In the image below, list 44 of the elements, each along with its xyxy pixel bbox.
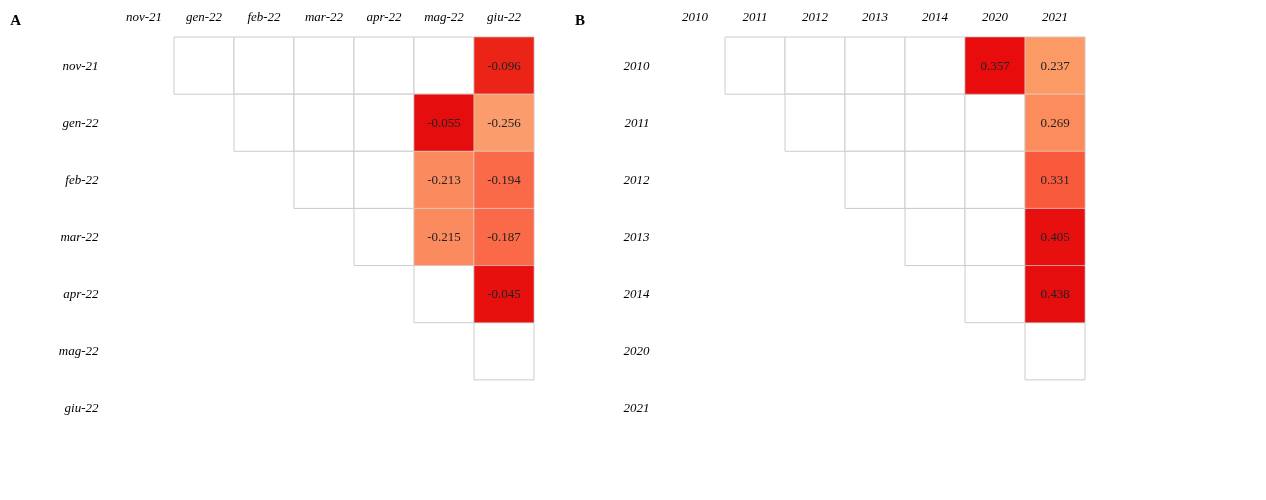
x-tick-label: nov-21: [125, 8, 163, 24]
x-tick-label: gen-22: [185, 8, 223, 24]
data-label: -0.194: [487, 171, 522, 187]
y-tick-label: 2020: [623, 343, 650, 359]
y-tick-label: nov-21: [62, 57, 99, 73]
x-tick-label: 2012: [802, 8, 829, 24]
y-tick-label: mag-22: [58, 343, 99, 359]
x-tick-label: 2010: [682, 8, 709, 24]
x-tick-label: 2011: [742, 8, 768, 24]
data-label: 0.438: [1040, 286, 1070, 302]
y-tick-label: 2012: [623, 171, 650, 187]
data-label: 0.405: [1040, 229, 1070, 244]
y-tick-label: mar-22: [60, 229, 99, 244]
x-tick-label: mar-22: [304, 8, 344, 24]
data-label: -0.215: [427, 229, 461, 244]
data-label: -0.213: [427, 171, 461, 187]
x-tick-label: giu-22: [487, 8, 522, 24]
x-tick-label: 2020: [982, 8, 1009, 24]
data-label: -0.187: [487, 229, 522, 244]
x-tick-label: feb-22: [247, 8, 282, 24]
y-tick-label: 2021: [623, 400, 650, 416]
data-label: -0.256: [487, 114, 522, 130]
y-tick-label: 2010: [623, 57, 650, 73]
data-label: 0.237: [1040, 57, 1071, 73]
y-tick-label: giu-22: [64, 400, 99, 416]
y-tick-label: 2013: [623, 229, 650, 244]
y-tick-label: 2011: [624, 114, 650, 130]
x-tick-label: 2013: [862, 8, 889, 24]
data-label: 0.331: [1040, 171, 1070, 187]
chart-title: B: [575, 12, 586, 28]
y-tick-label: gen-22: [62, 114, 99, 130]
data-label: 0.357: [980, 57, 1011, 73]
x-tick-label: mag-22: [424, 8, 465, 24]
y-tick-label: feb-22: [65, 171, 99, 187]
x-tick-label: 2021: [1042, 8, 1068, 24]
data-label: -0.055: [427, 114, 461, 130]
x-tick-label: apr-22: [366, 8, 403, 24]
y-tick-label: 2014: [623, 286, 650, 302]
data-label: -0.096: [487, 57, 522, 73]
data-label: -0.045: [487, 286, 521, 302]
x-tick-label: 2014: [922, 8, 949, 24]
chart-title: A: [10, 12, 22, 28]
y-tick-label: apr-22: [63, 286, 99, 302]
data-label: 0.269: [1040, 114, 1070, 130]
